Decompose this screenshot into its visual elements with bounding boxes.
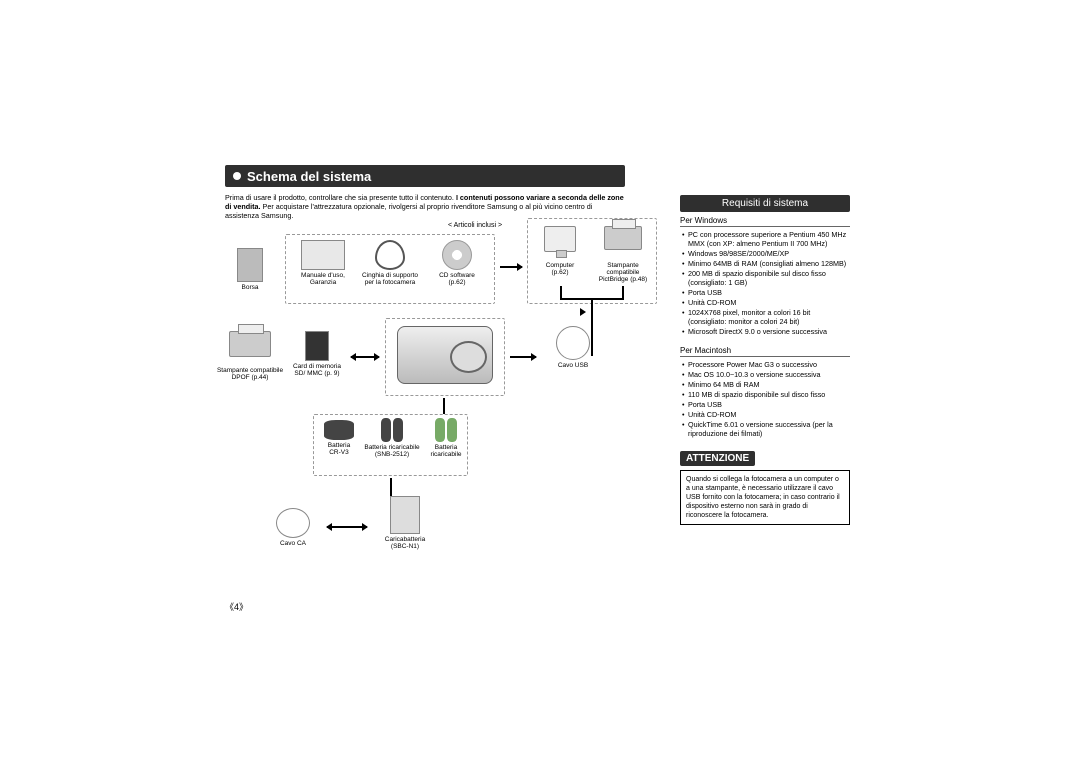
ac-label: Cavo CA	[263, 540, 323, 547]
list-item: Porta USB	[680, 288, 850, 297]
item-usb-cable: Cavo USB	[543, 326, 603, 369]
sdcard-icon	[305, 331, 329, 361]
mac-subheader: Per Macintosh	[680, 346, 850, 357]
cd-l2: (p.62)	[427, 279, 487, 286]
card-l2: SD/ MMC (p. 9)	[287, 370, 347, 377]
page-title: Schema del sistema	[225, 165, 625, 187]
item-cd: CD software (p.62)	[427, 240, 487, 286]
strap-icon	[375, 240, 405, 270]
crv3-l2: CR-V3	[317, 449, 361, 456]
printer-icon	[604, 226, 642, 250]
connector-line	[560, 286, 562, 298]
connector-line	[390, 478, 392, 496]
charger-l2: (SBC-N1)	[375, 543, 435, 550]
item-battery-crv3: Batteria CR-V3	[317, 420, 361, 456]
title-text: Schema del sistema	[247, 169, 371, 184]
arrow-bi-icon	[351, 356, 379, 358]
intro-text: Prima di usare il prodotto, controllare …	[225, 193, 625, 220]
manual-icon	[301, 240, 345, 270]
page-number: 《4》	[225, 600, 248, 613]
snb-l2: (SNB-2512)	[363, 451, 421, 458]
attention-box: Quando si collega la fotocamera a un com…	[680, 470, 850, 525]
strap-l1: Cinghia di supporto	[359, 272, 421, 279]
manual-l2: Garanzia	[293, 279, 353, 286]
windows-subheader: Per Windows	[680, 216, 850, 227]
monitor-icon	[544, 226, 576, 252]
system-diagram: < Articoli inclusi > Borsa Manuale d'uso…	[225, 226, 705, 596]
bullet-icon	[233, 172, 241, 180]
cd-l1: CD software	[427, 272, 487, 279]
connector-line	[591, 306, 593, 356]
list-item: 110 MB di spazio disponibile sul disco f…	[680, 390, 850, 399]
usb-cable-icon	[556, 326, 590, 360]
list-item: 1024X768 pixel, monitor a colori 16 bit …	[680, 308, 850, 326]
charger-l1: Caricabatteria	[375, 536, 435, 543]
item-strap: Cinghia di supporto per la fotocamera	[359, 240, 421, 286]
computer-l1: Computer	[531, 262, 589, 269]
dpof-l2: DPOF (p.44)	[215, 374, 285, 381]
attention-header: ATTENZIONE	[680, 451, 755, 466]
intro-part1: Prima di usare il prodotto, controllare …	[225, 193, 456, 202]
item-dpof-printer: Stampante compatibile DPOF (p.44)	[215, 331, 285, 381]
usb-label: Cavo USB	[543, 362, 603, 369]
strap-l2: per la fotocamera	[359, 279, 421, 286]
camera-icon	[397, 326, 493, 384]
item-manual: Manuale d'uso, Garanzia	[293, 240, 353, 286]
battery-pair-icon	[434, 418, 458, 442]
item-battery-snb: Batteria ricaricabile (SNB-2512)	[363, 418, 421, 458]
pb-l1: Stampante compatibile	[591, 262, 655, 276]
arrow-bi-icon	[327, 526, 367, 528]
list-item: PC con processore superiore a Pentium 45…	[680, 230, 850, 248]
list-item: 200 MB di spazio disponibile sul disco f…	[680, 269, 850, 287]
list-item: Minimo 64MB di RAM (consigliati almeno 1…	[680, 259, 850, 268]
list-item: Microsoft DirectX 9.0 o versione success…	[680, 327, 850, 336]
requirements-column: Requisiti di sistema Per Windows PC con …	[680, 195, 850, 525]
list-item: Unità CD-ROM	[680, 298, 850, 307]
computer-l2: (p.62)	[531, 269, 589, 276]
arrow-icon	[500, 266, 522, 268]
list-item: Mac OS 10.0~10.3 o versione successiva	[680, 370, 850, 379]
requirements-header: Requisiti di sistema	[680, 195, 850, 212]
item-memory-card: Card di memoria SD/ MMC (p. 9)	[287, 331, 347, 377]
printer-icon	[229, 331, 271, 357]
manual-l1: Manuale d'uso,	[293, 272, 353, 279]
pouch-label: Borsa	[225, 284, 275, 291]
pouch-icon	[237, 248, 263, 282]
crv3-l1: Batteria	[317, 442, 361, 449]
battery-icon	[324, 420, 354, 440]
item-camera	[393, 326, 497, 386]
item-pictbridge-printer: Stampante compatibile PictBridge (p.48)	[591, 226, 655, 283]
dpof-l1: Stampante compatibile	[215, 367, 285, 374]
pb-l2: PictBridge (p.48)	[591, 276, 655, 283]
list-item: Unità CD-ROM	[680, 410, 850, 419]
item-computer: Computer (p.62)	[531, 226, 589, 276]
rech-l1: Batteria	[425, 444, 467, 451]
snb-l1: Batteria ricaricabile	[363, 444, 421, 451]
connector-line	[443, 398, 445, 414]
list-item: Minimo 64 MB di RAM	[680, 380, 850, 389]
battery-pair-icon	[380, 418, 404, 442]
rech-l2: ricaricabile	[425, 451, 467, 458]
windows-list: PC con processore superiore a Pentium 45…	[680, 230, 850, 336]
item-pouch: Borsa	[225, 248, 275, 291]
ac-cable-icon	[276, 508, 310, 538]
list-item: Windows 98/98SE/2000/ME/XP	[680, 249, 850, 258]
connector-line	[591, 298, 593, 306]
item-battery-rech: Batteria ricaricabile	[425, 418, 467, 458]
mac-list: Processore Power Mac G3 o successivo Mac…	[680, 360, 850, 438]
list-item: Porta USB	[680, 400, 850, 409]
cd-icon	[442, 240, 472, 270]
list-item: QuickTime 6.01 o versione successiva (pe…	[680, 420, 850, 438]
charger-icon	[390, 496, 420, 534]
arrow-icon	[510, 356, 536, 358]
item-charger: Caricabatteria (SBC-N1)	[375, 496, 435, 550]
connector-line	[622, 286, 624, 298]
item-ac-cable: Cavo CA	[263, 508, 323, 547]
card-l1: Card di memoria	[287, 363, 347, 370]
list-item: Processore Power Mac G3 o successivo	[680, 360, 850, 369]
included-label: < Articoli inclusi >	[425, 222, 525, 229]
